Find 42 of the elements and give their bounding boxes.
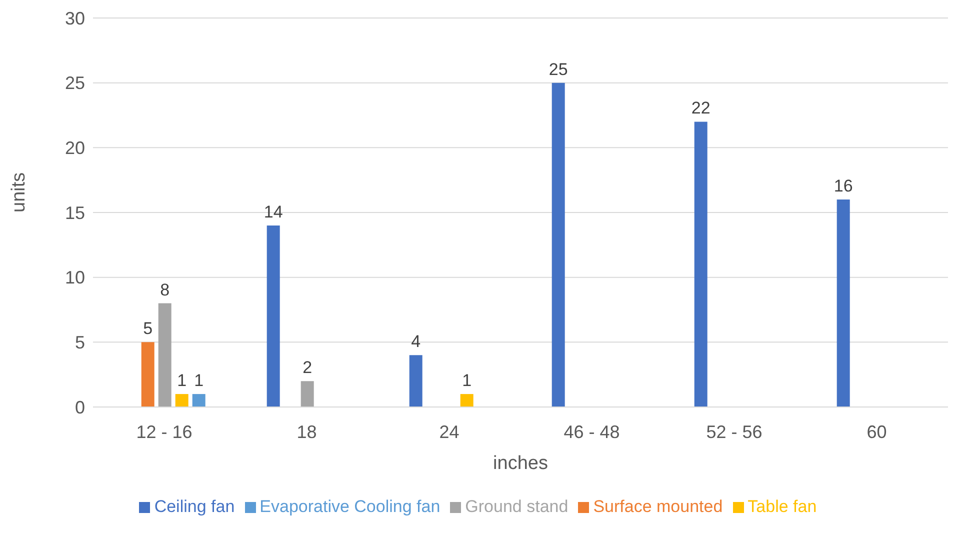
y-tick-label: 5 — [74, 332, 85, 353]
x-tick-label: 12 - 16 — [136, 422, 192, 442]
data-label: 2 — [302, 358, 312, 378]
y-tick-label: 20 — [64, 138, 85, 158]
data-label: 25 — [548, 60, 568, 79]
bar — [192, 394, 206, 407]
bar — [836, 200, 850, 407]
data-label: 22 — [691, 98, 710, 118]
x-tick-label: 24 — [439, 422, 460, 442]
data-label: 4 — [411, 332, 421, 352]
data-label: 1 — [177, 371, 187, 390]
legend-label: Ceiling fan — [154, 497, 235, 516]
legend-label: Table fan — [748, 497, 817, 516]
data-label: 1 — [194, 371, 204, 390]
x-tick-label: 52 - 56 — [706, 422, 762, 442]
y-tick-label: 25 — [64, 73, 85, 94]
x-axis-title: inches — [493, 453, 548, 474]
x-tick-label: 18 — [296, 422, 317, 442]
bar — [158, 303, 172, 407]
bar — [175, 394, 188, 407]
x-tick-label: 60 — [866, 422, 887, 442]
y-tick-label: 10 — [64, 268, 85, 288]
x-tick-label: 46 - 48 — [564, 422, 620, 442]
bar — [141, 342, 154, 407]
data-label: 16 — [834, 176, 853, 196]
legend-label: Ground stand — [465, 497, 568, 516]
bar — [266, 225, 280, 407]
y-tick-label: 15 — [64, 202, 85, 223]
bar — [694, 122, 708, 407]
bar — [552, 82, 565, 407]
y-tick-label: 0 — [74, 397, 85, 418]
data-label: 5 — [143, 319, 153, 338]
data-label: 8 — [160, 280, 170, 300]
data-label: 14 — [264, 202, 283, 222]
bar — [460, 394, 474, 407]
bar — [409, 355, 422, 407]
legend-label: Evaporative Cooling fan — [260, 497, 440, 516]
y-tick-label: 30 — [64, 8, 85, 28]
legend-label: Surface mounted — [593, 497, 723, 516]
bar — [300, 381, 314, 407]
y-axis-title: units — [8, 172, 30, 212]
data-label: 1 — [462, 371, 472, 390]
